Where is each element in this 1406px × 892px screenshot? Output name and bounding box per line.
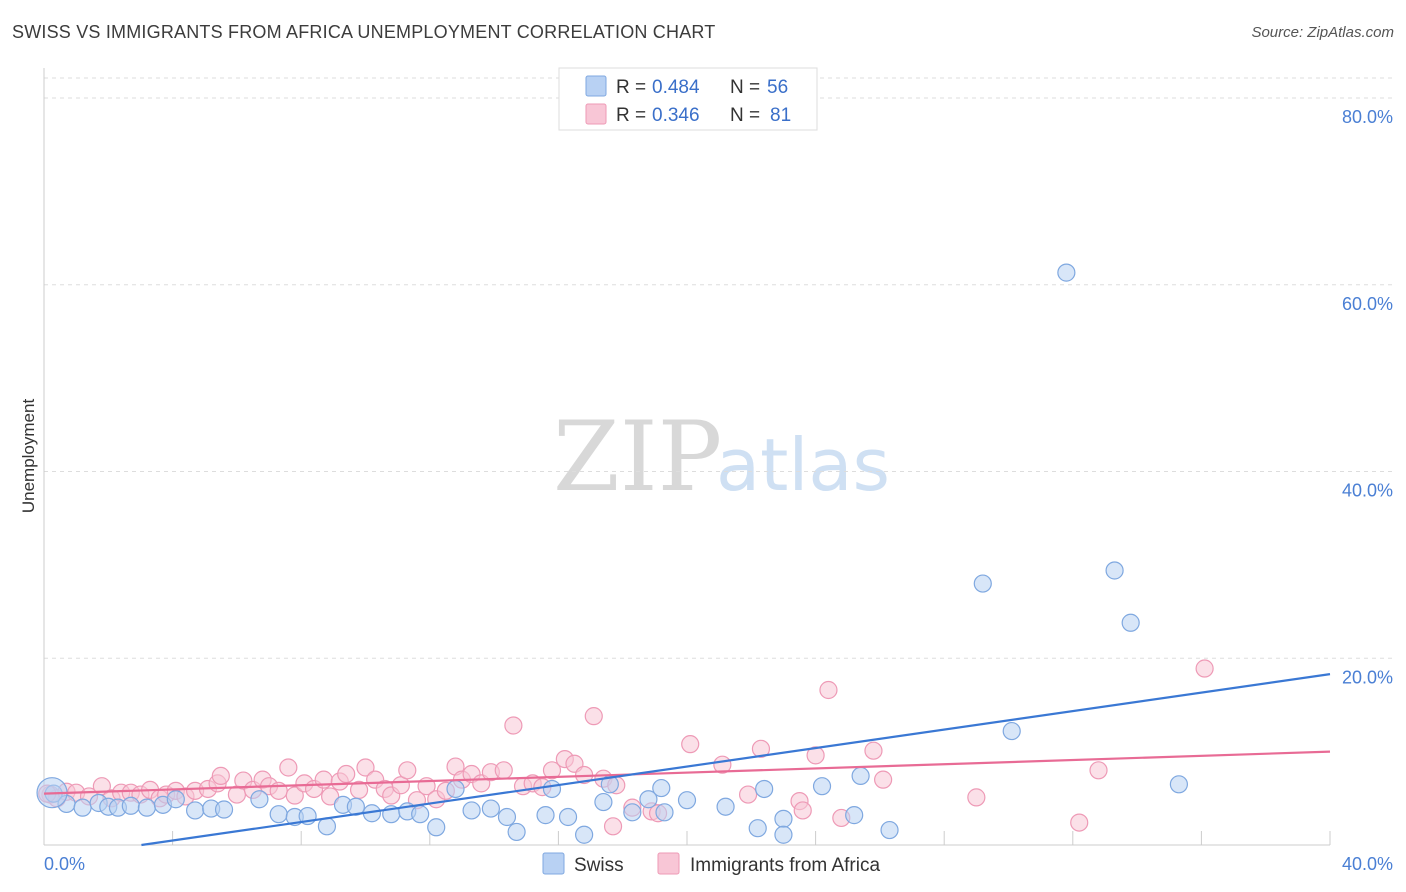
correlation-legend: R = 0.484 N = 56 R = 0.346 N = 81	[558, 67, 818, 131]
swiss-point	[748, 819, 767, 838]
africa-point	[793, 801, 812, 820]
africa-point	[337, 764, 356, 784]
legend-swatch-swiss	[585, 75, 607, 97]
africa-point	[356, 758, 375, 777]
swiss-point	[880, 820, 899, 840]
swiss-point	[269, 805, 288, 824]
swiss-point	[1057, 263, 1076, 282]
swiss-point	[250, 790, 269, 809]
swiss-point	[558, 807, 578, 827]
legend-r-label-africa: R =	[616, 105, 646, 126]
y-tick-label: 60.0%	[1342, 294, 1393, 314]
swiss-point	[507, 822, 526, 842]
swiss-point	[774, 809, 793, 828]
africa-point	[603, 817, 623, 836]
swiss-point	[462, 801, 481, 820]
y-tick-label: 20.0%	[1342, 667, 1393, 687]
africa-point	[494, 761, 513, 780]
swiss-points	[36, 263, 1188, 844]
swiss-point	[1002, 721, 1021, 741]
africa-point	[398, 761, 417, 780]
y-tick-label: 80.0%	[1342, 107, 1393, 127]
swiss-point	[845, 806, 864, 825]
swiss-point	[575, 825, 594, 844]
y-tick-label: 40.0%	[1342, 481, 1393, 501]
africa-point	[681, 735, 700, 754]
x-tick-label-max: 40.0%	[1342, 854, 1393, 874]
legend-n-label-africa: N =	[730, 105, 760, 126]
swiss-point	[137, 798, 156, 817]
swiss-point	[973, 574, 992, 593]
bottom-legend-swatch-africa	[657, 852, 680, 875]
source-credit: Source: ZipAtlas.com	[1251, 24, 1394, 41]
africa-point	[864, 741, 883, 760]
africa-point	[279, 758, 298, 777]
legend-r-label-swiss: R =	[616, 77, 646, 98]
swiss-point	[812, 777, 832, 796]
swiss-point	[1121, 613, 1140, 632]
swiss-point	[317, 817, 337, 836]
africa-point	[1089, 761, 1108, 780]
africa-point	[751, 739, 771, 758]
swiss-point	[755, 779, 774, 799]
swiss-trend-line	[141, 673, 1331, 847]
axis-layer	[43, 68, 1331, 846]
swiss-point	[851, 766, 870, 786]
y-axis-title: Unemployment	[19, 399, 38, 514]
bottom-legend-swatch-swiss	[542, 852, 565, 875]
legend-swatch-africa	[585, 103, 607, 125]
swiss-point	[497, 807, 517, 827]
swiss-point	[214, 800, 234, 819]
swiss-point	[536, 806, 555, 825]
series-legend: Swiss Immigrants from Africa	[542, 852, 880, 876]
swiss-point	[411, 805, 430, 824]
africa-point	[285, 786, 304, 805]
africa-point	[967, 788, 986, 807]
swiss-point	[166, 790, 185, 809]
swiss-point	[186, 801, 205, 820]
africa-point	[504, 716, 523, 735]
africa-point	[806, 746, 825, 765]
legend-n-value-africa: 81	[770, 105, 791, 126]
legend-n-label-swiss: N =	[730, 77, 760, 98]
legend-r-value-africa: 0.346	[652, 105, 700, 126]
swiss-point	[652, 778, 671, 798]
legend-n-value-swiss: 56	[767, 77, 788, 98]
africa-point	[874, 770, 893, 789]
africa-trend-line	[43, 750, 1331, 795]
swiss-point	[121, 796, 140, 815]
swiss-point	[542, 779, 562, 799]
africa-point	[819, 680, 838, 700]
swiss-point	[774, 825, 793, 844]
swiss-point	[1169, 775, 1188, 794]
chart-title: SWISS VS IMMIGRANTS FROM AFRICA UNEMPLOY…	[12, 22, 716, 42]
bottom-legend-label-swiss: Swiss	[574, 855, 624, 876]
africa-point	[584, 707, 603, 726]
africa-point	[321, 787, 340, 806]
trend-layer	[43, 673, 1331, 847]
swiss-point	[446, 779, 465, 799]
swiss-point	[594, 792, 613, 812]
swiss-point	[73, 798, 92, 817]
swiss-point	[427, 818, 446, 837]
swiss-point	[623, 803, 642, 822]
africa-point	[211, 766, 230, 786]
grid-layer: 20.0% 40.0% 60.0% 80.0%	[44, 77, 1393, 687]
watermark-atlas: atlas	[716, 423, 890, 507]
swiss-point	[677, 791, 697, 810]
africa-point	[1195, 659, 1214, 678]
watermark-zip: ZIP	[553, 401, 722, 513]
swiss-point	[481, 799, 500, 818]
africa-point	[738, 785, 758, 804]
africa-point	[1070, 813, 1089, 832]
x-tick-label-min: 0.0%	[44, 854, 85, 874]
bottom-legend-label-africa: Immigrants from Africa	[690, 855, 880, 876]
swiss-point	[655, 803, 674, 822]
swiss-point	[639, 790, 658, 809]
swiss-point	[1105, 561, 1124, 580]
africa-point	[542, 761, 562, 780]
legend-r-value-swiss: 0.484	[652, 77, 700, 98]
swiss-point	[716, 797, 735, 816]
